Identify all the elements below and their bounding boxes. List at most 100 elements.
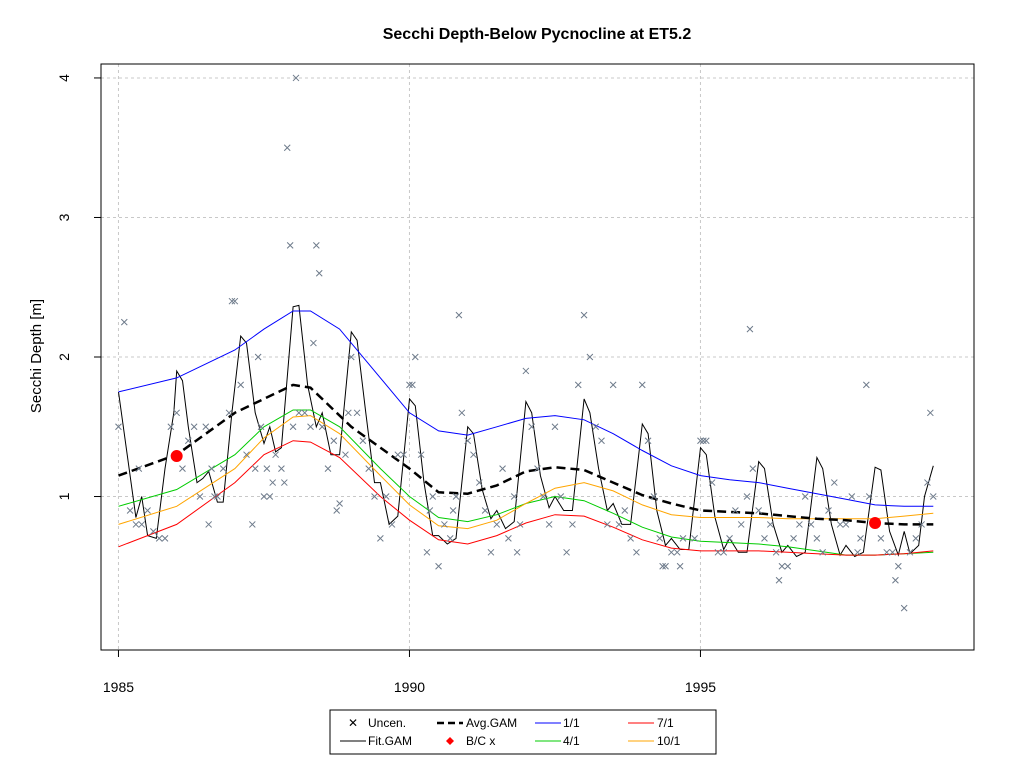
observation-point [929,493,937,500]
legend-uncen-marker: ✕ [348,716,358,730]
observation-point [825,507,832,514]
observation-point [743,493,751,500]
observation-points-layer [115,74,937,612]
observation-point [400,451,407,459]
scenario-lines-layer [118,310,934,556]
observation-point [115,423,122,431]
observation-point [790,535,797,542]
observation-point [900,604,908,612]
observation-point [167,423,175,431]
observation-point [819,548,827,556]
observation-point [266,493,274,500]
plot-frame [100,63,975,651]
series-line-4-1 [118,409,934,556]
y-tick-label: 1 [56,492,72,500]
observation-point [516,521,524,528]
legend-box [329,709,717,755]
observation-point [926,409,934,417]
observation-point [243,451,250,459]
observation-point [499,465,506,472]
observation-point [307,423,314,431]
observation-point [208,465,215,472]
observation-point [219,465,227,472]
observation-point [150,528,157,535]
observation-point [714,548,722,556]
observation-point [155,535,163,542]
y-tick-label: 2 [56,353,72,361]
observation-point [621,507,629,514]
observation-point [248,521,256,528]
observation-point [697,437,704,445]
observation-point [865,493,873,500]
series-line-7-1 [118,440,934,556]
observation-point [539,493,547,500]
fit-gam-layer [118,304,934,558]
observation-point [493,521,501,528]
observation-point [196,493,204,500]
observation-point [161,535,169,542]
observation-point [179,465,186,472]
observation-point [324,465,332,472]
observation-point [365,465,373,472]
observation-point [353,409,361,417]
observation-point [892,576,899,584]
observation-point [455,311,463,319]
observation-point [528,423,536,431]
observation-point [173,409,181,417]
legend-bc-label: B/C x [466,734,495,748]
observation-point [673,548,681,556]
observation-point [551,423,559,431]
observation-point [796,521,803,528]
observation-point [475,479,483,486]
observation-point [202,423,210,431]
bc-point [869,517,882,530]
observation-point [435,562,442,570]
observation-point [470,451,477,459]
observation-point [679,535,687,542]
observation-point [289,423,297,431]
observation-point [857,535,864,542]
observation-point [135,465,143,472]
avg-gam-layer [118,383,934,526]
x-tick-label: 1985 [103,679,134,695]
observation-point [513,548,521,556]
observation-point [286,242,294,249]
observation-point [388,521,396,528]
observation-point [598,437,605,445]
observation-point [251,465,259,472]
observation-point [464,437,472,445]
observation-point [656,535,664,542]
observation-point [342,451,349,459]
fit-gam-line [118,304,934,558]
observation-point [458,409,466,417]
observation-point [190,423,198,431]
axes: 1985 1990 1995 1 2 3 4 [56,74,716,695]
legend-s41-label: 4/1 [563,734,580,748]
observation-point [228,297,236,305]
observation-point [574,381,582,389]
observation-point [406,381,413,389]
legend-s11-label: 1/1 [563,716,580,730]
observation-point [894,562,902,570]
x-tick-label: 1995 [685,679,716,695]
observation-point [452,493,460,500]
observation-point [726,535,733,542]
observation-point [615,521,623,528]
observation-point [417,451,425,459]
observation-point [318,423,326,431]
observation-point [708,479,716,486]
observation-point [510,493,518,500]
observation-point [732,507,739,514]
observation-point [862,381,870,389]
observation-point [534,465,541,472]
observation-point [883,548,891,556]
observation-point [854,548,861,556]
observation-point [807,521,815,528]
bc-points-layer [170,450,882,530]
observation-point [487,548,495,556]
y-tick-label: 4 [56,74,72,82]
observation-point [772,548,780,556]
observation-point [409,381,416,389]
observation-point [292,74,300,82]
